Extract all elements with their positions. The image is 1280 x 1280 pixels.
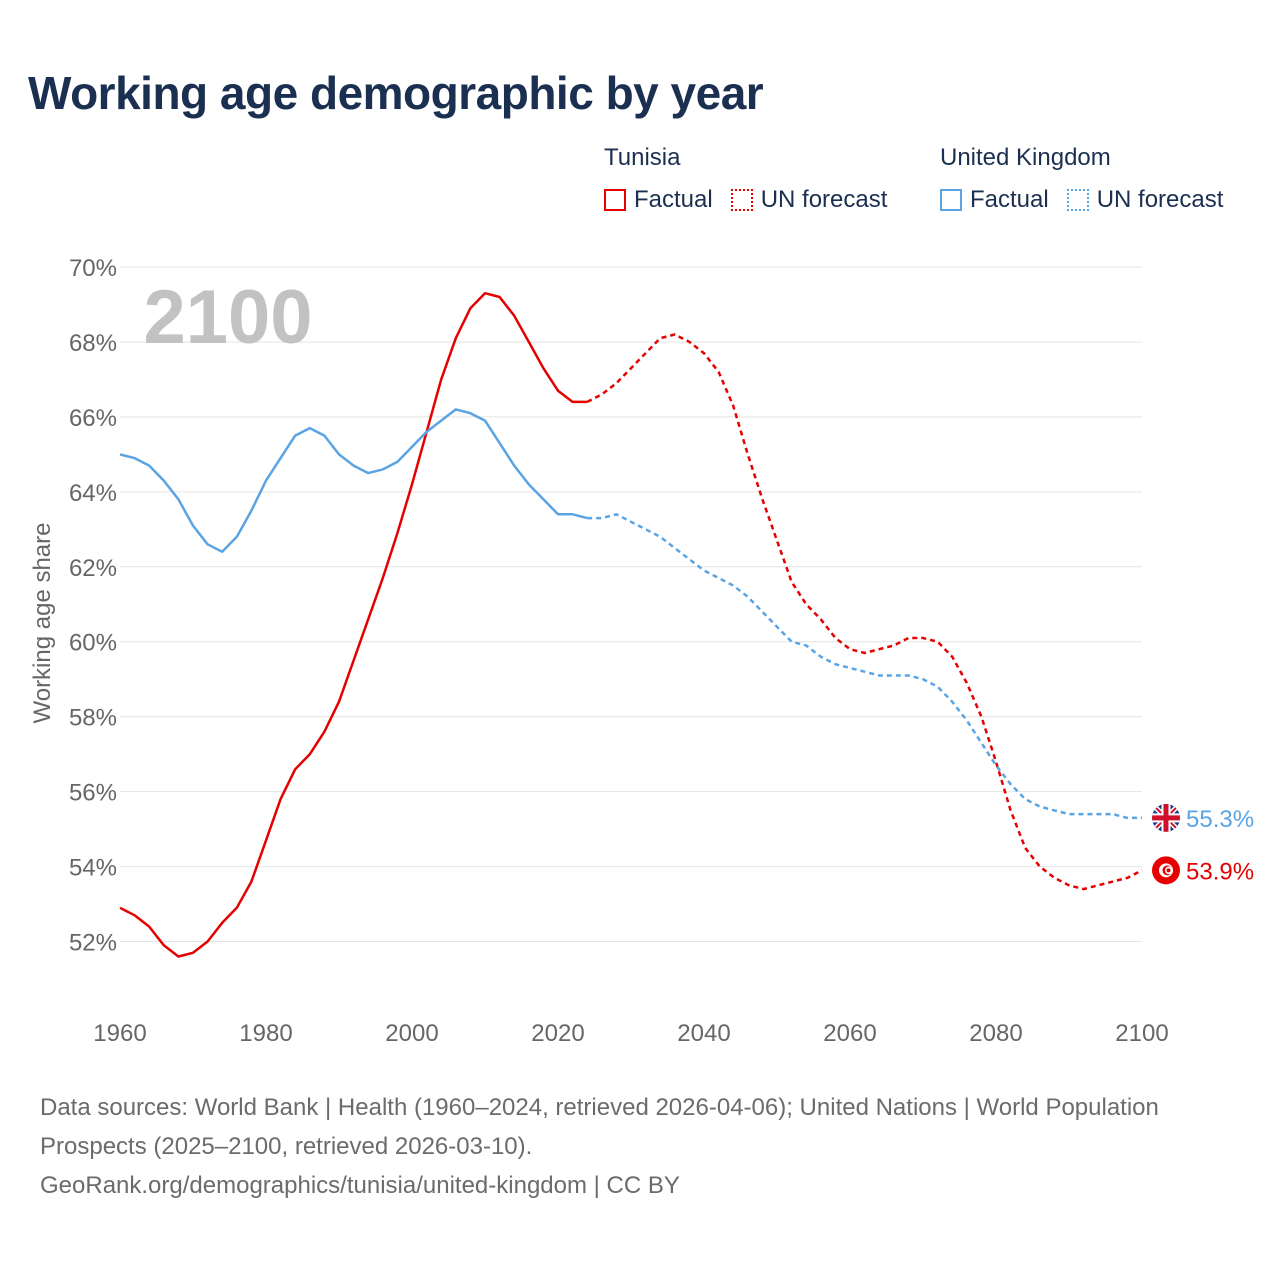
y-tick-label: 58%: [69, 705, 117, 732]
x-tick-label: 2100: [1115, 1020, 1168, 1047]
y-tick-label: 66%: [69, 405, 117, 432]
x-tick-label: 2040: [677, 1020, 730, 1047]
legend-swatch-solid: [940, 189, 962, 211]
line-united-kingdom-factual[interactable]: [119, 408, 588, 554]
legend-group-united-kingdom: United Kingdom Factual UN forecast: [940, 144, 1241, 214]
series-lines: [119, 291, 1143, 958]
legend-item-tunisia-forecast[interactable]: UN forecast: [730, 186, 888, 214]
y-tick-label: 54%: [69, 855, 117, 882]
end-markers: 53.9% 55.3%: [1152, 803, 1254, 885]
y-tick-label: 64%: [69, 480, 117, 507]
data-sources: Data sources: World Bank | Health (1960–…: [40, 1094, 1159, 1160]
x-tick-label: 1960: [93, 1020, 146, 1047]
y-axis-label: Working age share: [29, 523, 56, 724]
legend-swatch-dotted: [730, 189, 753, 211]
legend-group-tunisia: Tunisia Factual UN forecast: [604, 144, 905, 214]
legend-swatch-dotted: [1066, 189, 1089, 211]
legend-label-forecast: UN forecast: [760, 186, 888, 213]
y-tick-label: 62%: [69, 555, 117, 582]
legend-country-united-kingdom: United Kingdom: [940, 144, 1111, 171]
legend-item-uk-factual[interactable]: Factual: [940, 186, 1049, 214]
line-tunisia-factual[interactable]: [119, 291, 588, 958]
line-united-kingdom-forecast[interactable]: [587, 512, 1142, 820]
x-tick-label: 2000: [385, 1020, 438, 1047]
tunisia-flag-icon: [1152, 856, 1180, 885]
end-value-label: 53.9%: [1186, 858, 1254, 885]
x-tick-labels: 1960 1980 2000 2020 2040 2060 2080 2100: [93, 1020, 1168, 1047]
legend-label-forecast: UN forecast: [1096, 186, 1224, 213]
x-tick-label: 2020: [531, 1020, 584, 1047]
uk-flag-icon: [1152, 803, 1180, 832]
y-tick-label: 70%: [69, 255, 117, 282]
line-chart: 52% 54% 56% 58% 60% 62% 64% 66% 68% 70% 1960 1980 2…: [29, 255, 1254, 1047]
x-tick-label: 2080: [969, 1020, 1022, 1047]
y-tick-label: 68%: [69, 330, 117, 357]
y-tick-label: 52%: [69, 930, 117, 957]
grid-lines: [120, 266, 1142, 943]
legend-country-tunisia: Tunisia: [604, 144, 681, 171]
y-tick-label: 56%: [69, 780, 117, 807]
end-value-label: 55.3%: [1186, 806, 1254, 833]
x-tick-label: 2060: [823, 1020, 876, 1047]
y-tick-labels: 52% 54% 56% 58% 60% 62% 64% 66% 68% 70%: [69, 255, 117, 957]
legend-item-tunisia-factual[interactable]: Factual: [604, 186, 713, 214]
legend-item-uk-forecast[interactable]: UN forecast: [1066, 186, 1224, 214]
legend-swatch-solid: [604, 189, 626, 211]
footer: Data sources: World Bank | Health (1960–…: [40, 1088, 1240, 1205]
chart-title: Working age demographic by year: [28, 67, 764, 119]
legend-label-factual: Factual: [634, 186, 713, 213]
x-tick-label: 1980: [239, 1020, 292, 1047]
y-tick-label: 60%: [69, 630, 117, 657]
legend-label-factual: Factual: [970, 186, 1049, 213]
attribution-link[interactable]: GeoRank.org/demographics/tunisia/united-…: [40, 1172, 680, 1199]
year-watermark: 2100: [143, 275, 312, 360]
line-tunisia-forecast[interactable]: [586, 333, 1143, 891]
